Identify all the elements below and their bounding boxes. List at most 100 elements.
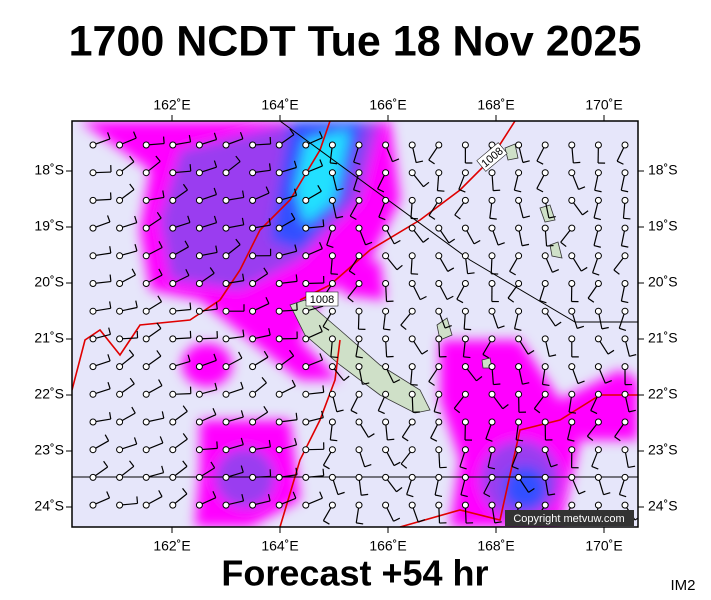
barb-flag: [521, 243, 530, 247]
barb-flag: [533, 408, 541, 414]
barb-flag: [265, 297, 270, 304]
barb-flag: [353, 161, 361, 165]
barb-flag: [349, 215, 357, 221]
barb-flag: [549, 354, 557, 358]
barb-flag: [189, 164, 192, 172]
barb-flag: [528, 488, 535, 493]
barb-station: [142, 418, 150, 426]
barb-station: [195, 473, 203, 481]
barb-station: [461, 307, 469, 315]
barb-station: [195, 363, 203, 371]
barb-flag: [182, 460, 188, 467]
lon-label: 166˚E: [369, 97, 406, 113]
barb-flag: [337, 491, 345, 496]
barb-station: [435, 280, 443, 287]
barb-flag: [415, 160, 424, 164]
barb-station: [382, 363, 390, 371]
barb-flag: [396, 487, 403, 493]
barb-station: [355, 390, 363, 398]
barb-flag: [103, 460, 109, 468]
lat-label: 18˚S: [648, 162, 678, 178]
barb-flag: [268, 328, 271, 336]
barb-station: [541, 446, 549, 454]
barb-station: [169, 446, 177, 454]
barb-flag: [318, 131, 323, 139]
barb-flag: [577, 380, 585, 385]
barb-flag: [430, 437, 438, 442]
barb-station: [302, 280, 310, 287]
barb-flag: [187, 215, 191, 223]
barb-station: [195, 446, 203, 454]
barb-station: [568, 501, 576, 509]
barb-flag: [355, 356, 363, 359]
barb-flag: [292, 491, 297, 499]
barb-flag: [463, 356, 471, 359]
barb-station: [435, 473, 443, 481]
barb-station: [89, 418, 97, 426]
barb-station: [382, 252, 390, 260]
barb-flag: [213, 132, 218, 140]
barb-station: [594, 446, 602, 454]
barb-station: [621, 418, 629, 426]
barb-station: [275, 363, 283, 371]
barb-station: [382, 446, 390, 454]
barb-station: [169, 390, 177, 398]
barb-flag: [155, 155, 161, 162]
barb-flag: [209, 267, 215, 274]
barb-station: [249, 473, 257, 481]
barb-station: [222, 169, 230, 177]
barb-station: [435, 501, 443, 509]
barb-flag: [423, 181, 430, 188]
barb-flag: [106, 215, 111, 223]
barb-station: [382, 473, 390, 481]
barb-station: [249, 501, 257, 509]
barb-flag: [235, 155, 241, 162]
barb-flag: [213, 215, 218, 223]
barb-flag: [184, 240, 189, 248]
barb-flag: [555, 321, 562, 327]
barb-flag: [242, 329, 245, 337]
barb-station: [275, 224, 283, 232]
barb-flag: [336, 187, 344, 191]
barb-flag: [494, 521, 502, 524]
barb-flag: [156, 211, 162, 219]
barb-station: [142, 307, 150, 315]
lat-label: 21˚S: [34, 330, 64, 346]
barb-flag: [268, 218, 271, 226]
barb-flag: [603, 492, 611, 496]
barb-station: [594, 335, 602, 343]
barb-flag: [133, 131, 137, 139]
barb-station: [568, 446, 576, 454]
barb-flag: [467, 272, 475, 275]
barb-flag: [485, 438, 493, 442]
barb-station: [116, 280, 124, 287]
barb-flag: [135, 300, 138, 308]
barb-flag: [129, 155, 135, 163]
barb-station: [116, 252, 124, 260]
barb-flag: [488, 466, 496, 470]
barb-station: [408, 307, 416, 315]
barb-flag: [131, 406, 136, 414]
barb-station: [594, 141, 602, 149]
barb-station: [594, 224, 602, 232]
barb-station: [195, 335, 203, 343]
barb-flag: [580, 266, 588, 272]
barb-station: [461, 335, 469, 343]
barb-flag: [453, 407, 461, 414]
barb-flag: [364, 464, 372, 468]
barb-flag: [216, 441, 218, 449]
barb-station: [594, 390, 602, 398]
barb-station: [142, 169, 150, 177]
barb-flag: [507, 297, 515, 303]
barb-flag: [109, 412, 112, 420]
barb-station: [435, 446, 443, 454]
barb-station: [222, 363, 230, 371]
barb-station: [382, 390, 390, 398]
barb-station: [541, 418, 549, 426]
barb-flag: [514, 189, 522, 193]
barb-station: [169, 501, 177, 509]
barb-station: [621, 141, 629, 149]
barb-station: [275, 196, 283, 204]
barb-station: [515, 196, 523, 204]
barb-flag: [456, 298, 464, 304]
